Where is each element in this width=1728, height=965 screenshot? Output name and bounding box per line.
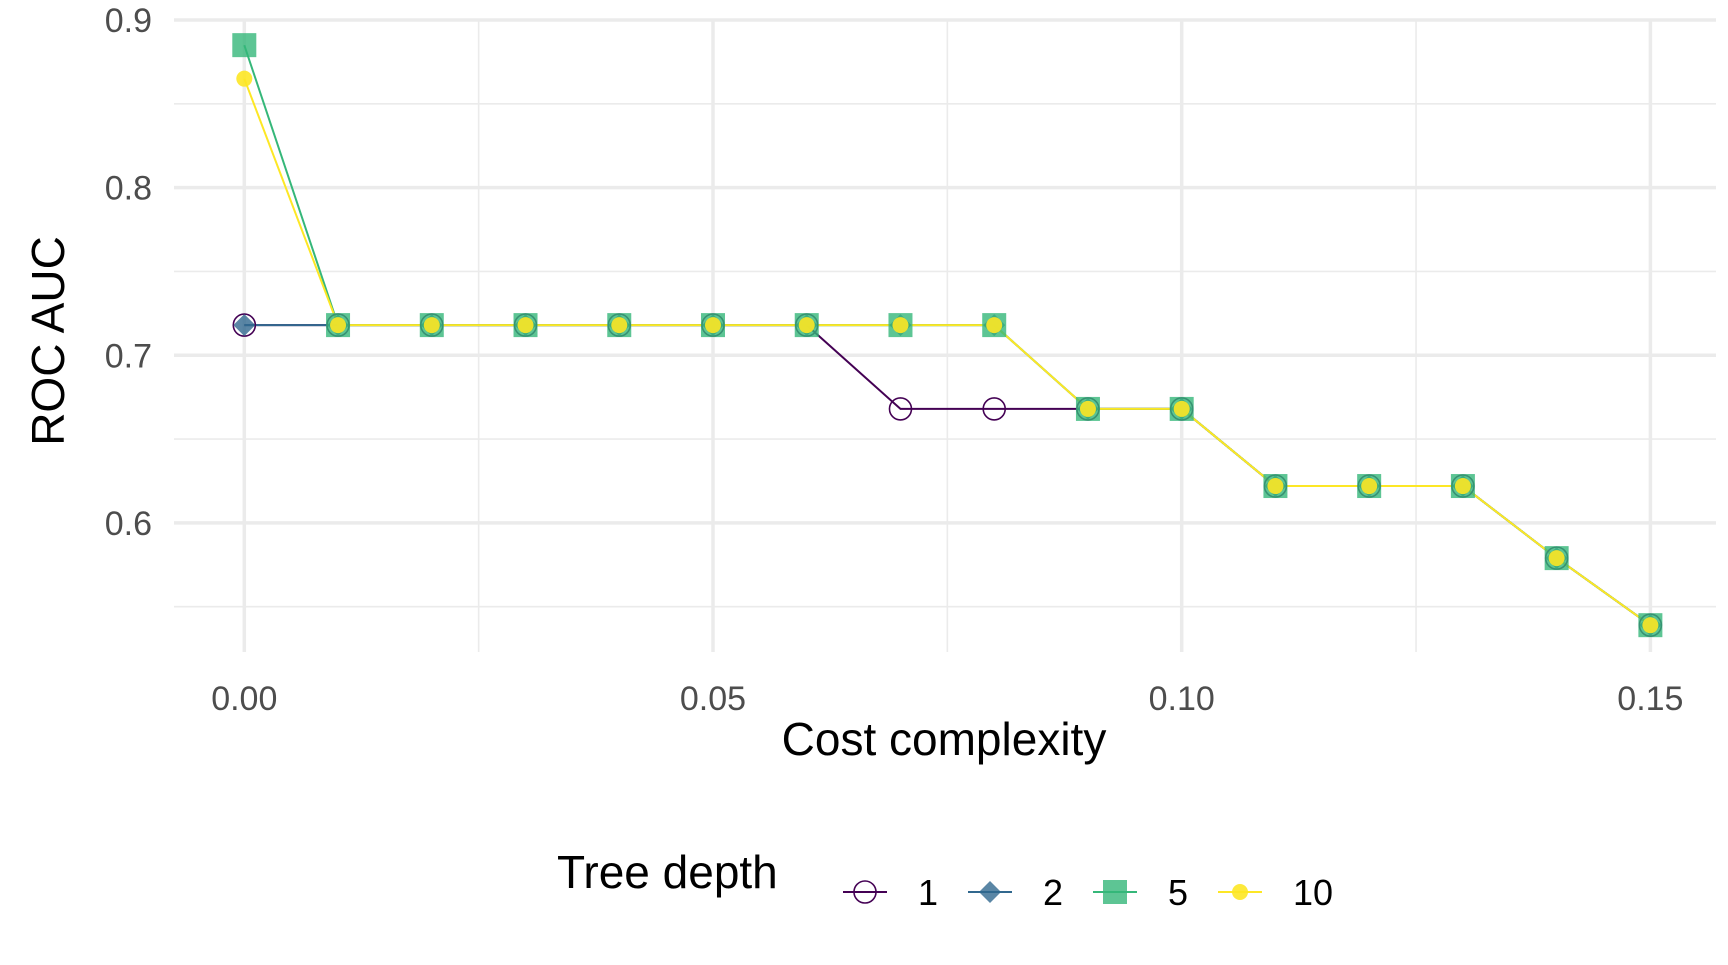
point-depth-10 bbox=[1454, 478, 1471, 495]
y-tick-label: 0.6 bbox=[105, 505, 152, 543]
point-depth-1 bbox=[982, 397, 1007, 421]
legend-marker-swatch bbox=[1232, 884, 1248, 900]
legend-item-depth-10: 10 bbox=[1218, 872, 1333, 913]
point-depth-10 bbox=[1173, 400, 1190, 417]
y-tick-label: 0.9 bbox=[105, 2, 152, 40]
point-depth-10 bbox=[798, 317, 815, 334]
x-tick-label: 0.05 bbox=[680, 680, 746, 718]
legend: Tree depth 1 2 5 10 bbox=[557, 846, 1333, 913]
point-depth-10 bbox=[423, 317, 440, 334]
x-tick-label: 0.00 bbox=[211, 680, 277, 718]
x-tick-label: 0.15 bbox=[1617, 680, 1683, 718]
y-tick-label: 0.7 bbox=[105, 337, 152, 375]
legend-item-depth-5: 5 bbox=[1093, 872, 1188, 913]
x-axis-title: Cost complexity bbox=[782, 713, 1107, 765]
point-depth-10 bbox=[704, 317, 721, 334]
point-depth-10 bbox=[986, 317, 1003, 334]
series-lines bbox=[243, 44, 1651, 626]
y-axis-tick-labels: 0.6 0.7 0.8 0.9 bbox=[105, 2, 152, 543]
point-depth-10 bbox=[1267, 478, 1284, 495]
legend-item-depth-1: 1 bbox=[843, 872, 938, 913]
point-depth-10 bbox=[892, 317, 909, 334]
x-axis-tick-labels: 0.00 0.05 0.10 0.15 bbox=[211, 680, 1683, 718]
point-depth-10 bbox=[611, 317, 628, 334]
legend-label: 10 bbox=[1293, 872, 1333, 913]
legend-marker-swatch bbox=[979, 881, 1001, 903]
point-depth-10 bbox=[1642, 617, 1659, 634]
minor-gridlines bbox=[174, 20, 1716, 652]
series-points bbox=[232, 33, 1663, 638]
point-depth-2 bbox=[233, 314, 256, 337]
legend-label: 2 bbox=[1043, 872, 1063, 913]
series-line-depth-10 bbox=[243, 78, 1651, 626]
point-depth-10 bbox=[330, 317, 347, 334]
point-depth-10 bbox=[236, 70, 253, 87]
legend-label: 1 bbox=[918, 872, 938, 913]
point-depth-10 bbox=[1548, 550, 1565, 567]
point-depth-5 bbox=[232, 33, 257, 58]
legend-label: 5 bbox=[1168, 872, 1188, 913]
point-depth-1 bbox=[888, 397, 913, 421]
y-axis-title: ROC AUC bbox=[22, 236, 74, 446]
legend-marker-swatch bbox=[1103, 880, 1127, 904]
y-tick-label: 0.8 bbox=[105, 170, 152, 208]
legend-title: Tree depth bbox=[557, 846, 778, 898]
point-depth-10 bbox=[1079, 400, 1096, 417]
x-tick-label: 0.10 bbox=[1149, 680, 1215, 718]
point-depth-10 bbox=[517, 317, 534, 334]
major-gridlines bbox=[174, 18, 1716, 652]
legend-marker-swatch bbox=[853, 880, 877, 904]
legend-items: 1 2 5 10 bbox=[843, 872, 1333, 913]
legend-item-depth-2: 2 bbox=[968, 872, 1063, 913]
point-depth-10 bbox=[1361, 478, 1378, 495]
